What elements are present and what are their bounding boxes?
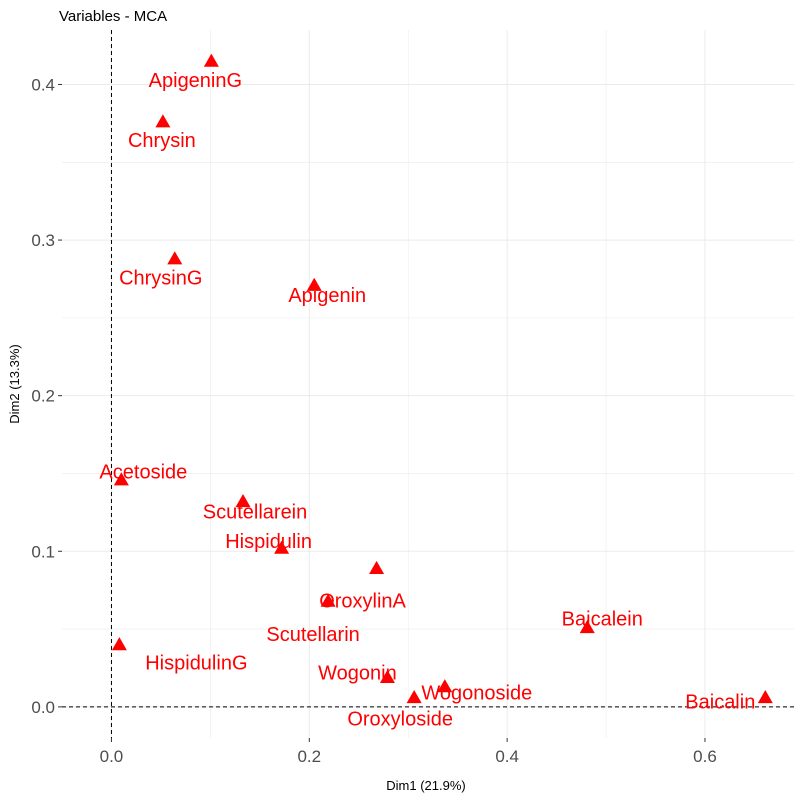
point-oroxyloside-marker <box>406 690 422 704</box>
point-wogonoside-marker <box>437 679 453 693</box>
point-wogonin-label: Wogonin <box>318 662 397 684</box>
y-tick-label: 0.0 <box>31 698 55 717</box>
point-apigening-marker <box>203 53 219 67</box>
point-wogonoside-label: Wogonoside <box>421 683 532 705</box>
y-tick-label: 0.3 <box>31 231 55 250</box>
x-axis-title: Dim1 (21.9%) <box>386 778 465 793</box>
point-scutellarin-marker <box>320 593 336 607</box>
x-tick-label: 0.6 <box>693 747 717 766</box>
point-wogonin-marker <box>379 669 395 683</box>
y-tick-label: 0.4 <box>31 75 55 94</box>
point-oroxyloside-label: Oroxyloside <box>347 709 453 731</box>
point-chrysing-label: ChrysinG <box>119 268 202 290</box>
point-baicalein-label: Baicalein <box>562 609 643 631</box>
point-labels: ApigeninG Chrysin ChrysinG Apigenin Acetosid… <box>99 70 755 730</box>
point-chrysin-marker <box>155 114 171 128</box>
point-hispidulin-marker <box>274 540 290 554</box>
point-apigening-label: ApigeninG <box>149 70 242 92</box>
point-baicalin-label: Baicalin <box>685 692 755 714</box>
point-apigenin-label: Apigenin <box>288 285 366 307</box>
x-tick-label: 0.0 <box>100 747 124 766</box>
y-tick-label: 0.2 <box>31 387 55 406</box>
data-points <box>111 53 773 704</box>
y-tick-label: 0.1 <box>31 542 55 561</box>
point-oroxylina-marker <box>369 560 385 575</box>
reference-lines <box>62 30 794 738</box>
point-apigenin-marker <box>306 277 322 291</box>
x-tick-label: 0.2 <box>297 747 321 766</box>
point-hispidulin-label: Hispidulin <box>225 531 312 553</box>
point-scutellarein-marker <box>235 493 251 508</box>
point-chrysin-label: Chrysin <box>128 130 196 152</box>
point-oroxylina-label: OroxylinA <box>319 590 406 612</box>
x-tick-label: 0.4 <box>495 747 519 766</box>
point-baicalein-marker <box>579 620 595 634</box>
point-scutellarin-label: Scutellarin <box>266 624 359 646</box>
point-chrysing-marker <box>167 251 183 265</box>
y-axis-title: Dim2 (13.3%) <box>7 344 22 423</box>
x-axis-ticks: 0.0 0.2 0.4 0.6 <box>100 738 717 766</box>
point-baicalin-marker <box>757 690 773 704</box>
point-hispiduling-label: HispidulinG <box>145 653 247 675</box>
chart-title: Variables - MCA <box>59 8 167 25</box>
point-scutellarein-label: Scutellarein <box>203 501 308 523</box>
point-hispiduling-marker <box>111 637 127 651</box>
point-acetoside-marker <box>113 472 129 486</box>
y-axis-ticks: 0.0 0.1 0.2 0.3 0.4 <box>31 75 62 717</box>
plot-panel <box>62 30 794 738</box>
point-acetoside-label: Acetoside <box>99 462 187 484</box>
